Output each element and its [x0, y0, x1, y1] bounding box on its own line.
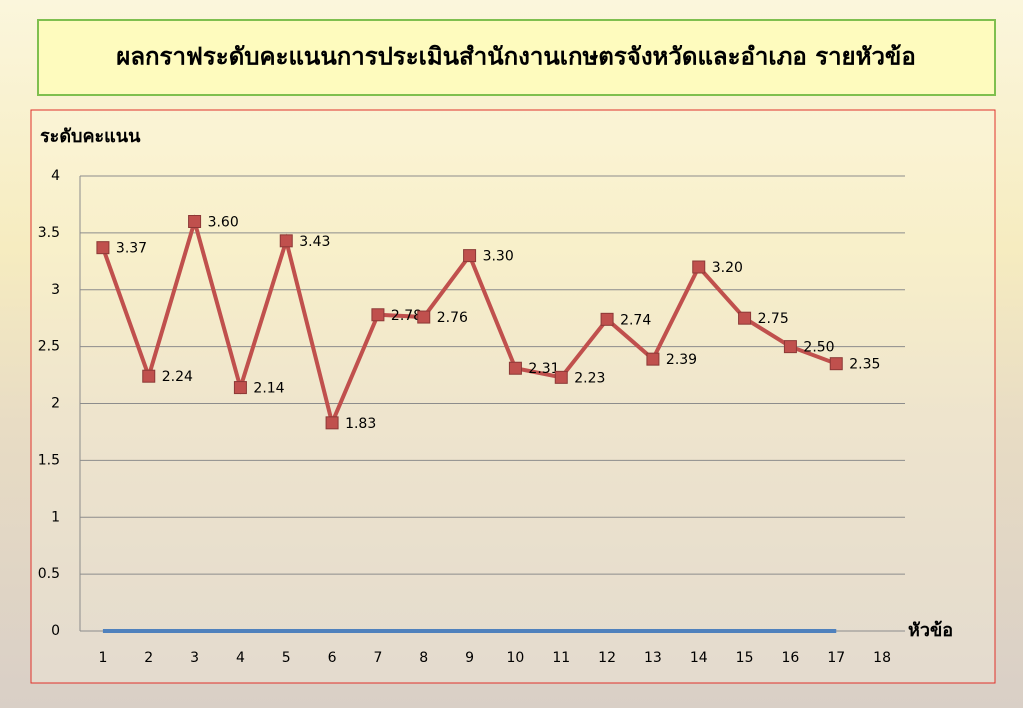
x-tick-label: 17	[827, 650, 845, 666]
y-tick-label: 2.5	[38, 339, 60, 355]
marker	[96, 241, 110, 255]
y-tick-label: 0.5	[38, 566, 60, 582]
y-tick-label: 0	[51, 623, 60, 639]
data-label: 2.76	[437, 310, 468, 326]
x-tick-label: 5	[282, 650, 291, 666]
data-label: 2.35	[849, 357, 880, 373]
data-label: 2.39	[666, 352, 697, 368]
marker	[371, 308, 385, 322]
x-tick-label: 13	[644, 650, 662, 666]
y-tick-label: 1	[51, 509, 60, 525]
x-tick-label: 1	[98, 650, 107, 666]
marker	[325, 416, 339, 430]
marker	[508, 361, 522, 375]
chart-box	[30, 109, 996, 684]
x-axis-label: หัวข้อ	[908, 620, 953, 641]
x-tick-label: 8	[419, 650, 428, 666]
y-tick-label: 1.5	[38, 452, 60, 468]
data-label: 3.20	[712, 260, 743, 276]
marker	[279, 234, 293, 248]
marker	[554, 370, 568, 384]
data-label: 2.23	[574, 370, 605, 386]
x-tick-label: 11	[552, 650, 570, 666]
marker	[188, 215, 202, 228]
marker	[142, 369, 156, 383]
marker	[692, 260, 706, 274]
x-tick-label: 10	[507, 650, 525, 666]
marker	[738, 311, 752, 325]
marker	[463, 249, 477, 263]
x-tick-label: 9	[465, 650, 474, 666]
x-tick-label: 6	[328, 650, 337, 666]
data-label: 3.60	[208, 215, 239, 231]
x-tick-label: 12	[598, 650, 616, 666]
data-label: 2.78	[391, 308, 422, 324]
x-tick-label: 16	[782, 650, 800, 666]
y-tick-label: 3	[51, 282, 60, 298]
marker	[829, 357, 843, 371]
data-label: 3.37	[116, 241, 147, 257]
x-tick-label: 4	[236, 650, 245, 666]
data-label: 2.50	[803, 340, 834, 356]
marker	[600, 312, 614, 326]
data-label: 2.31	[528, 361, 559, 377]
x-tick-label: 7	[373, 650, 382, 666]
y-tick-label: 2	[51, 396, 60, 412]
data-label: 2.75	[758, 311, 789, 327]
data-label: 3.43	[299, 234, 330, 250]
y-axis-label: ระดับคะแนน	[40, 126, 141, 147]
x-tick-label: 14	[690, 650, 708, 666]
x-tick-label: 18	[873, 650, 891, 666]
data-label: 2.24	[162, 369, 193, 385]
data-label: 2.74	[620, 312, 651, 328]
marker	[646, 352, 660, 366]
x-tick-label: 3	[190, 650, 199, 666]
marker	[417, 310, 431, 324]
y-tick-label: 3.5	[38, 225, 60, 241]
x-tick-label: 2	[144, 650, 153, 666]
x-tick-label: 15	[736, 650, 754, 666]
data-label: 2.14	[253, 381, 284, 397]
data-label: 3.30	[483, 249, 514, 265]
y-tick-label: 4	[51, 168, 60, 184]
data-label: 1.83	[345, 416, 376, 432]
chart-title: ผลกราฟระดับคะแนนการประเมินสำนักงานเกษตรจ…	[116, 42, 916, 71]
title-box	[37, 19, 996, 96]
marker	[233, 381, 247, 395]
marker	[783, 340, 797, 354]
